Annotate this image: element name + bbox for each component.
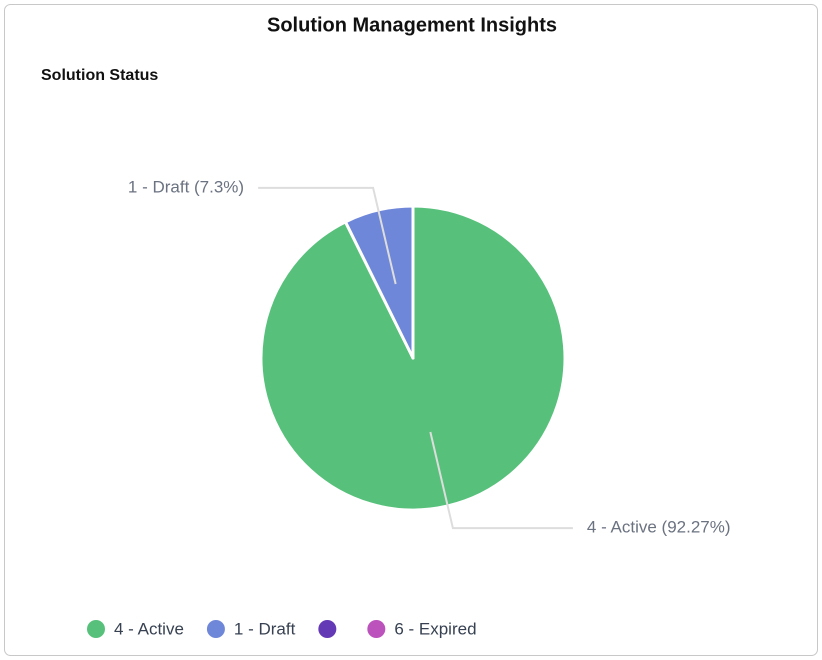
legend-marker[interactable]: [367, 620, 386, 638]
chart-title: Solution Status: [41, 67, 158, 84]
legend-marker[interactable]: [87, 620, 105, 638]
data-label: 4 - Active (92.27%): [587, 518, 731, 537]
leader-line: [429, 431, 573, 530]
data-label: 1 - Draft (7.3%): [128, 177, 244, 196]
legend-marker[interactable]: [206, 620, 225, 638]
legend-label: 6 - Expired: [394, 619, 476, 638]
legend-label: 4 - Active: [114, 619, 184, 638]
leader-line: [258, 186, 397, 285]
legend-marker[interactable]: [318, 620, 337, 638]
pie: 4 - Active (92.27%) 1 - Draft (7.3%): [128, 177, 731, 536]
legend: 4 - Active 1 - Draft 6 - Expired: [87, 619, 477, 638]
legend-label: 1 - Draft: [234, 619, 296, 638]
card-title: Solution Management Insights: [267, 14, 557, 36]
